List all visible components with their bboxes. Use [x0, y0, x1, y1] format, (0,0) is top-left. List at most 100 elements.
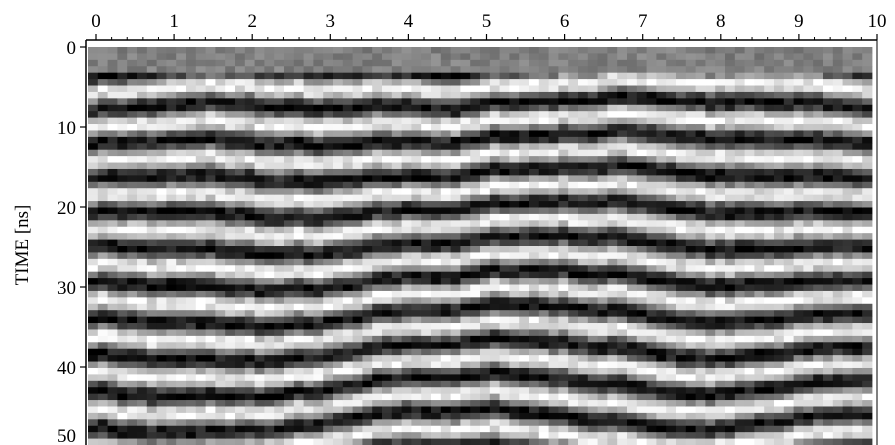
radargram-cell: [372, 323, 382, 330]
radargram-cell: [794, 124, 804, 131]
radargram-cell: [852, 310, 862, 317]
radargram-cell: [735, 432, 745, 439]
radargram-cell: [362, 86, 372, 93]
radargram-cell: [568, 246, 578, 253]
radargram-cell: [137, 252, 147, 259]
radargram-cell: [304, 86, 314, 93]
radargram-cell: [539, 240, 549, 247]
radargram-cell: [823, 310, 833, 317]
radargram-cell: [490, 111, 500, 118]
radargram-cell: [607, 240, 617, 247]
radargram-cell: [598, 156, 608, 163]
radargram-cell: [196, 118, 206, 125]
radargram-cell: [666, 278, 676, 285]
radargram-cell: [284, 118, 294, 125]
radargram-cell: [696, 426, 706, 433]
radargram-cell: [715, 323, 725, 330]
radargram-cell: [353, 278, 363, 285]
radargram-cell: [647, 105, 657, 112]
radargram-cell: [754, 259, 764, 266]
radargram-cell: [166, 329, 176, 336]
radargram-cell: [313, 73, 323, 80]
radargram-cell: [607, 66, 617, 73]
radargram-cell: [304, 297, 314, 304]
radargram-cell: [137, 387, 147, 394]
radargram-cell: [745, 156, 755, 163]
radargram-cell: [353, 419, 363, 426]
radargram-cell: [402, 73, 412, 80]
radargram-cell: [235, 381, 245, 388]
radargram-cell: [833, 349, 843, 356]
radargram-cell: [313, 349, 323, 356]
radargram-cell: [490, 439, 500, 445]
radargram-cell: [392, 323, 402, 330]
radargram-cell: [558, 66, 568, 73]
radargram-cell: [343, 175, 353, 182]
radargram-cell: [813, 336, 823, 343]
radargram-cell: [274, 304, 284, 311]
radargram-cell: [725, 130, 735, 137]
radargram-cell: [696, 381, 706, 388]
radargram-cell: [843, 329, 853, 336]
radargram-cell: [235, 252, 245, 259]
radargram-cell: [558, 182, 568, 189]
radargram-cell: [98, 285, 108, 292]
radargram-cell: [500, 368, 510, 375]
radargram-cell: [696, 156, 706, 163]
radargram-cell: [284, 278, 294, 285]
radargram-cell: [519, 355, 529, 362]
radargram-cell: [323, 79, 333, 86]
radargram-cell: [88, 368, 98, 375]
radargram-cell: [362, 329, 372, 336]
radargram-cell: [304, 220, 314, 227]
radargram-cell: [549, 368, 559, 375]
radargram-cell: [725, 66, 735, 73]
radargram-cell: [323, 400, 333, 407]
radargram-cell: [402, 317, 412, 324]
radargram-cell: [764, 259, 774, 266]
radargram-cell: [235, 387, 245, 394]
radargram-cell: [764, 394, 774, 401]
radargram-cell: [274, 342, 284, 349]
radargram-cell: [176, 169, 186, 176]
radargram-cell: [637, 137, 647, 144]
radargram-cell: [460, 92, 470, 99]
radargram-cell: [343, 156, 353, 163]
radargram-cell: [764, 252, 774, 259]
radargram-cell: [725, 432, 735, 439]
radargram-cell: [480, 143, 490, 150]
radargram-cell: [519, 182, 529, 189]
radargram-cell: [813, 111, 823, 118]
radargram-cell: [264, 246, 274, 253]
radargram-cell: [803, 323, 813, 330]
radargram-cell: [402, 201, 412, 208]
radargram-cell: [568, 329, 578, 336]
radargram-cell: [127, 387, 137, 394]
radargram-cell: [166, 47, 176, 54]
radargram-cell: [558, 272, 568, 279]
radargram-cell: [382, 381, 392, 388]
radargram-cell: [725, 137, 735, 144]
radargram-cell: [607, 355, 617, 362]
radargram-cell: [705, 163, 715, 170]
radargram-cell: [637, 349, 647, 356]
radargram-cell: [431, 201, 441, 208]
radargram-cell: [157, 66, 167, 73]
radargram-cell: [725, 310, 735, 317]
radargram-cell: [245, 156, 255, 163]
radargram-cell: [206, 381, 216, 388]
radargram-cell: [696, 240, 706, 247]
radargram-cell: [813, 118, 823, 125]
radargram-cell: [558, 349, 568, 356]
radargram-cell: [617, 175, 627, 182]
radargram-cell: [656, 349, 666, 356]
radargram-cell: [343, 374, 353, 381]
radargram-cell: [588, 60, 598, 67]
radargram-cell: [794, 310, 804, 317]
radargram-cell: [588, 426, 598, 433]
radargram-cell: [176, 207, 186, 214]
radargram-cell: [803, 118, 813, 125]
radargram-cell: [637, 156, 647, 163]
radargram-cell: [509, 66, 519, 73]
radargram-cell: [549, 105, 559, 112]
